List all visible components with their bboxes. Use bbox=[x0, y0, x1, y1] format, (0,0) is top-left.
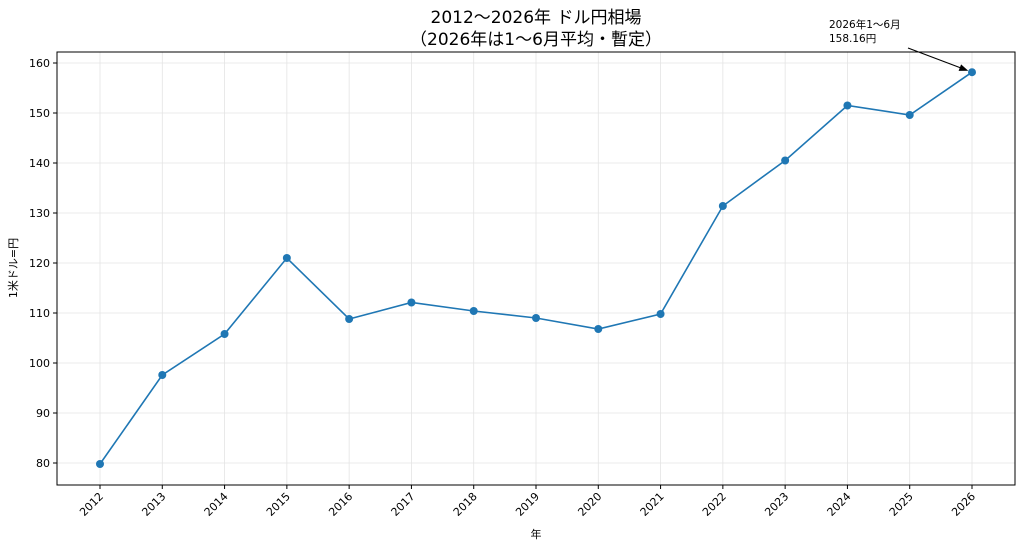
x-tick-label: 2016 bbox=[326, 490, 355, 519]
data-point bbox=[158, 371, 167, 379]
data-point bbox=[345, 315, 354, 323]
series-usd-jpy bbox=[96, 68, 976, 468]
x-tick-label: 2019 bbox=[513, 490, 542, 519]
grid bbox=[57, 52, 1015, 485]
data-point bbox=[843, 101, 852, 110]
plot-area-frame bbox=[56, 51, 1016, 486]
y-axis-label: 1米ドル=円 bbox=[7, 238, 20, 298]
y-tick-label: 160 bbox=[29, 57, 50, 70]
x-tick-label: 2025 bbox=[887, 490, 916, 519]
y-tick-label: 90 bbox=[36, 407, 50, 420]
y-tick-label: 150 bbox=[29, 107, 50, 120]
y-tick-label: 100 bbox=[29, 357, 50, 370]
y-tick-label: 120 bbox=[29, 257, 50, 270]
x-tick-label: 2013 bbox=[139, 490, 168, 519]
x-tick-label: 2018 bbox=[451, 490, 480, 519]
data-point bbox=[282, 254, 291, 262]
annotation-arrowhead bbox=[958, 64, 969, 71]
x-tick-label: 2017 bbox=[389, 490, 418, 519]
data-point bbox=[594, 325, 603, 333]
y-tick-label: 80 bbox=[36, 457, 50, 470]
data-point bbox=[656, 310, 665, 318]
data-point bbox=[968, 68, 976, 77]
x-tick-label: 2014 bbox=[202, 490, 231, 519]
data-point bbox=[407, 298, 416, 307]
data-point bbox=[718, 202, 727, 210]
x-tick-label: 2021 bbox=[638, 490, 667, 519]
x-tick-label: 2026 bbox=[949, 490, 978, 519]
chart-title: 2012〜2026年 ドル円相場 bbox=[431, 8, 642, 28]
x-axis-ticks: 2012 2013 2014 2015 2016 2017 2018 2019 2020 2021… bbox=[77, 485, 978, 519]
x-tick-label: 2024 bbox=[825, 490, 854, 519]
data-point bbox=[220, 330, 229, 338]
y-tick-label: 140 bbox=[29, 157, 50, 170]
chart-subtitle: （2026年は1〜6月平均・暫定） bbox=[410, 30, 662, 50]
y-tick-label: 130 bbox=[29, 207, 50, 220]
x-tick-label: 2012 bbox=[77, 490, 106, 519]
data-point bbox=[532, 314, 540, 322]
annotation-arrow bbox=[907, 47, 963, 70]
x-tick-label: 2015 bbox=[264, 490, 293, 519]
y-tick-label: 110 bbox=[29, 307, 50, 320]
annotation-line1: 2026年1〜6月 bbox=[829, 18, 901, 31]
x-tick-label: 2022 bbox=[700, 490, 729, 519]
y-axis-ticks: 80 90 100 110 120 130 140 150 160 bbox=[29, 57, 57, 470]
annotation: 2026年1〜6月 158.16円 bbox=[829, 18, 969, 71]
data-point bbox=[469, 307, 478, 315]
x-axis-label: 年 bbox=[531, 527, 542, 541]
x-tick-label: 2020 bbox=[575, 490, 604, 519]
x-tick-label: 2023 bbox=[762, 490, 791, 519]
data-point bbox=[96, 460, 104, 468]
data-point bbox=[781, 156, 790, 165]
data-point bbox=[905, 111, 914, 119]
annotation-line2: 158.16円 bbox=[829, 33, 876, 45]
